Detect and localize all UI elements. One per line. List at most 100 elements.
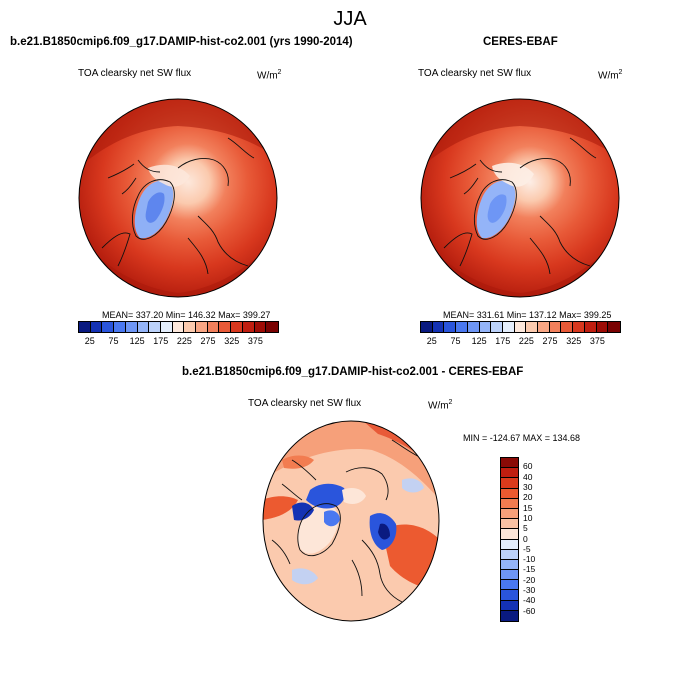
negative-bias-region: [306, 483, 346, 509]
colorbar-swatch: [501, 539, 518, 550]
colorbar-tick-label: 275: [542, 336, 558, 346]
model-colorbar-ticks: 25 75 125 175 225 275 325 375: [78, 336, 279, 348]
colorbar-swatch: [501, 590, 518, 601]
colorbar-swatch: [501, 519, 518, 530]
page-title: JJA: [333, 8, 367, 30]
model-polar-map: [78, 98, 278, 298]
colorbar-tick-label: -15: [523, 564, 536, 575]
colorbar-swatch: [501, 498, 518, 509]
colorbar-swatch: [184, 322, 197, 332]
colorbar-tick-label: 225: [518, 336, 534, 346]
colorbar-swatch: [561, 322, 574, 332]
colorbar-swatch: [421, 322, 433, 332]
obs-polar-map: [420, 98, 620, 298]
colorbar-swatch: [584, 322, 597, 332]
colorbar-swatch: [231, 322, 243, 332]
colorbar-swatch: [479, 322, 492, 332]
colorbar-tick-label: 375: [589, 336, 605, 346]
colorbar-tick-label: 175: [495, 336, 511, 346]
colorbar-tick-label: 25: [84, 336, 95, 346]
colorbar-swatch: [608, 322, 620, 332]
colorbar-swatch: [125, 322, 138, 332]
diff-colorbar: [500, 457, 519, 622]
colorbar-tick-label: 325: [224, 336, 240, 346]
diff-units-label: W/m2: [428, 399, 453, 412]
diff-panel-header: b.e21.B1850cmip6.f09_g17.DAMIP-hist-co2.…: [182, 366, 524, 378]
colorbar-swatch: [501, 488, 518, 499]
colorbar-swatch: [549, 322, 562, 332]
colorbar-tick-label: 30: [523, 481, 533, 492]
colorbar-swatch: [501, 600, 518, 611]
colorbar-tick-label: 275: [200, 336, 216, 346]
colorbar-swatch: [432, 322, 445, 332]
colorbar-tick-label: -60: [523, 605, 536, 616]
colorbar-swatch: [254, 322, 267, 332]
colorbar-tick-label: 20: [523, 492, 533, 503]
colorbar-swatch: [501, 610, 518, 621]
colorbar-tick-label: 5: [523, 523, 528, 534]
diff-stats: MIN = -124.67 MAX = 134.68: [463, 433, 581, 443]
colorbar-swatch: [219, 322, 232, 332]
colorbar-tick-label: 75: [450, 336, 461, 346]
colorbar-swatch: [526, 322, 539, 332]
colorbar-tick-label: 10: [523, 512, 533, 523]
obs-units-label: W/m2: [598, 69, 623, 82]
colorbar-tick-label: 375: [247, 336, 263, 346]
colorbar-swatch: [160, 322, 173, 332]
colorbar-swatch: [491, 322, 503, 332]
obs-stats: MEAN= 331.61 Min= 137.12 Max= 399.25: [443, 310, 612, 320]
colorbar-swatch: [79, 322, 91, 332]
colorbar-swatch: [102, 322, 115, 332]
colorbar-swatch: [501, 478, 518, 489]
colorbar-swatch: [501, 559, 518, 571]
colorbar-tick-label: -20: [523, 574, 536, 585]
colorbar-tick-label: 75: [108, 336, 119, 346]
obs-panel-header: CERES-EBAF: [483, 36, 558, 48]
colorbar-swatch: [242, 322, 255, 332]
colorbar-swatch: [538, 322, 550, 332]
colorbar-swatch: [456, 322, 468, 332]
colorbar-swatch: [501, 570, 518, 581]
colorbar-swatch: [501, 508, 518, 520]
colorbar-swatch: [266, 322, 278, 332]
colorbar-tick-label: -5: [523, 543, 531, 554]
model-variable-label: TOA clearsky net SW flux: [78, 68, 192, 79]
colorbar-swatch: [514, 322, 527, 332]
model-units-label: W/m2: [257, 69, 282, 82]
colorbar-swatch: [501, 458, 518, 469]
colorbar-swatch: [501, 549, 518, 560]
colorbar-tick-label: 40: [523, 471, 533, 482]
colorbar-tick-label: 225: [176, 336, 192, 346]
colorbar-tick-label: -10: [523, 554, 536, 565]
colorbar-swatch: [149, 322, 161, 332]
colorbar-swatch: [502, 322, 515, 332]
model-stats: MEAN= 337.20 Min= 146.32 Max= 399.27: [102, 310, 271, 320]
model-panel-header: b.e21.B1850cmip6.f09_g17.DAMIP-hist-co2.…: [10, 36, 353, 48]
colorbar-tick-label: 325: [566, 336, 582, 346]
diff-variable-label: TOA clearsky net SW flux: [248, 398, 362, 409]
colorbar-tick-label: -30: [523, 585, 536, 596]
colorbar-swatch: [596, 322, 609, 332]
colorbar-tick-label: -40: [523, 595, 536, 606]
obs-colorbar-ticks: 25 75 125 175 225 275 325 375: [420, 336, 621, 348]
obs-colorbar: [420, 321, 621, 333]
colorbar-swatch: [207, 322, 220, 332]
obs-variable-label: TOA clearsky net SW flux: [418, 68, 532, 79]
model-colorbar: [78, 321, 279, 333]
colorbar-tick-label: 0: [523, 533, 528, 544]
colorbar-swatch: [501, 529, 518, 540]
diff-colorbar-ticks: 60 40 30 20 15 10 5 0 -5 -10 -15 -20 -30 -40 -60: [523, 457, 563, 622]
colorbar-swatch: [573, 322, 585, 332]
colorbar-swatch: [467, 322, 480, 332]
colorbar-tick-label: 125: [129, 336, 145, 346]
colorbar-swatch: [137, 322, 150, 332]
colorbar-swatch: [444, 322, 457, 332]
colorbar-swatch: [90, 322, 103, 332]
colorbar-swatch: [172, 322, 185, 332]
diff-polar-map: [262, 420, 440, 622]
colorbar-tick-label: 175: [153, 336, 169, 346]
colorbar-swatch: [501, 468, 518, 479]
colorbar-tick-label: 125: [471, 336, 487, 346]
colorbar-tick-label: 60: [523, 461, 533, 472]
colorbar-swatch: [114, 322, 126, 332]
